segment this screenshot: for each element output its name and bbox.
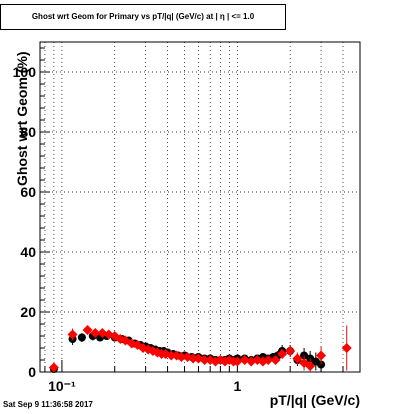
data-point-red: [270, 355, 281, 365]
data-point-red: [232, 356, 243, 367]
data-point-red: [292, 353, 303, 364]
data-point-red: [67, 329, 78, 340]
y-tick-label: 0: [28, 364, 36, 380]
data-point-red: [90, 328, 101, 338]
x-tick-label: 1: [233, 378, 241, 394]
data-point-red: [239, 355, 250, 365]
y-tick-label: 40: [20, 244, 36, 260]
y-tick-label: 100: [13, 64, 37, 80]
data-point-red: [166, 350, 177, 361]
data-point-red: [277, 349, 288, 359]
data-point-red: [341, 343, 352, 353]
data-point-red: [176, 352, 187, 362]
data-point-red: [82, 325, 93, 335]
data-point-red: [263, 355, 274, 365]
chart-title: Ghost wrt Geom for Primary vs pT/|q| (Ge…: [0, 4, 286, 30]
data-point-red: [48, 362, 59, 373]
data-point-black: [77, 333, 86, 342]
data-point-red: [188, 353, 199, 364]
y-axis-label: Ghost wrt Geom (%): [14, 51, 30, 186]
datestamp: Sat Sep 9 11:36:58 2017: [3, 400, 93, 409]
x-axis-label: pT/|q| (GeV/c): [269, 392, 360, 408]
y-tick-label: 80: [20, 124, 36, 140]
y-tick-label: 60: [20, 184, 36, 200]
plot-frame: [39, 41, 361, 373]
data-point-red: [305, 361, 316, 371]
x-tick-label: 10⁻¹: [48, 378, 76, 394]
y-tick-label: 20: [20, 304, 36, 320]
data-point-red: [316, 350, 327, 361]
data-point-red: [246, 356, 257, 367]
data-point-red: [285, 346, 296, 356]
data-point-red: [199, 355, 210, 365]
